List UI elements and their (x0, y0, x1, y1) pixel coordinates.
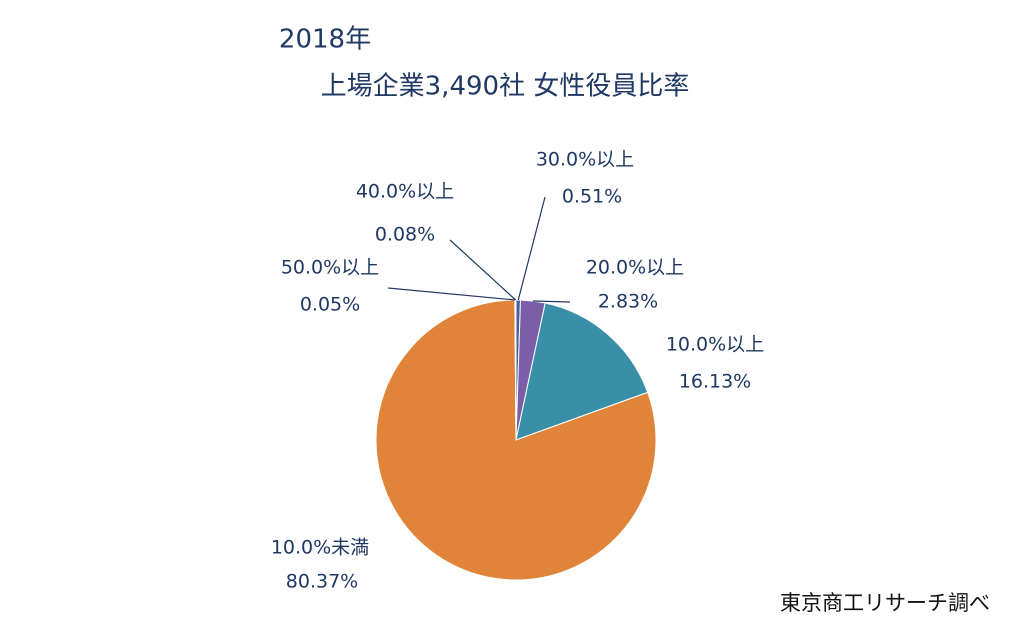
slice-category-label: 50.0%以上 (281, 257, 379, 279)
slice-category-label: 30.0%以上 (536, 149, 634, 171)
chart-title: 2018年 (279, 25, 371, 55)
leader-line (449, 239, 517, 301)
slice-value-label: 0.51% (562, 186, 622, 208)
slice-value-label: 2.83% (598, 291, 658, 313)
source-note: 東京商工リサーチ調べ (780, 591, 990, 615)
slice-category-label: 10.0%未満 (271, 537, 369, 559)
pie-slice (515, 302, 649, 441)
pie-slice (375, 299, 657, 581)
leader-line (517, 196, 546, 301)
leader-line (387, 287, 516, 301)
slice-value-label: 16.13% (679, 371, 751, 393)
chart-subtitle: 上場企業3,490社 女性役員比率 (321, 72, 690, 102)
pie-slice (514, 299, 517, 441)
slice-category-label: 10.0%以上 (666, 334, 764, 356)
leader-line (532, 300, 571, 303)
slice-value-label: 0.08% (375, 224, 435, 246)
slice-category-label: 40.0%以上 (356, 181, 454, 203)
slice-category-label: 20.0%以上 (586, 257, 684, 279)
slice-value-label: 0.05% (300, 294, 360, 316)
slice-value-label: 80.37% (286, 571, 358, 593)
